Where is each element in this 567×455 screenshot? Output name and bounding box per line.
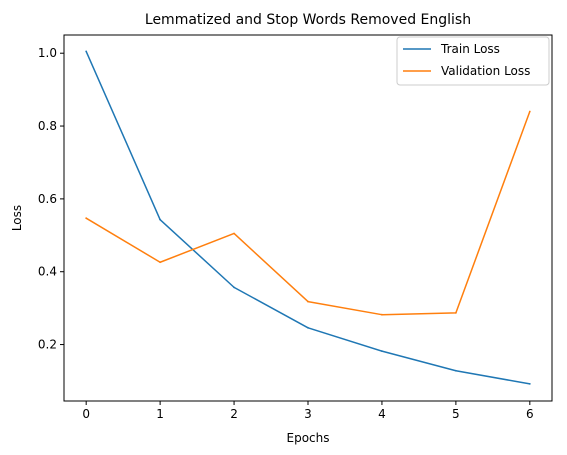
series-layer (85, 50, 531, 385)
train-loss-point (454, 369, 457, 372)
y-tick-label: 0.6 (38, 192, 57, 206)
train-loss-series (85, 50, 531, 385)
y-tick-label: 0.2 (38, 338, 57, 352)
train-loss-line (85, 51, 530, 385)
chart-title: Lemmatized and Stop Words Removed Englis… (145, 12, 471, 28)
x-axis-label: Epochs (287, 431, 330, 445)
train-loss-point (233, 286, 235, 289)
validation-loss-series (85, 110, 531, 316)
validation-loss-point (159, 261, 162, 264)
plot-area (63, 34, 553, 402)
train-loss-point (159, 218, 162, 221)
x-tick-label: 0 (82, 407, 90, 421)
train-loss-point (381, 350, 383, 353)
x-tick-label: 2 (230, 407, 238, 421)
validation-loss-point (307, 300, 309, 303)
validation-loss-point (528, 110, 531, 113)
legend-label-validation-loss: Validation Loss (441, 64, 530, 78)
y-tick-label: 1.0 (38, 46, 57, 60)
x-tick-label: 5 (452, 407, 460, 421)
validation-loss-point (85, 217, 88, 220)
legend-box (396, 36, 550, 86)
x-tick-label: 1 (156, 407, 164, 421)
validation-loss-point (381, 313, 383, 316)
legend-label-train-loss: Train Loss (440, 42, 500, 56)
validation-loss-point (454, 311, 457, 314)
x-tick-label: 6 (526, 407, 534, 421)
legend: Train Loss Validation Loss (396, 36, 550, 86)
y-axis-label: Loss (10, 205, 24, 231)
y-tick-label: 0.4 (38, 265, 57, 279)
y-tick-label: 0.8 (38, 119, 57, 133)
validation-loss-point (233, 232, 235, 235)
x-tick-label: 4 (378, 407, 386, 421)
train-loss-point (85, 50, 88, 53)
validation-loss-line (85, 111, 531, 316)
train-loss-point (528, 382, 531, 385)
train-loss-point (307, 326, 309, 329)
ticks: 0 1 2 3 4 5 6 0.2 0.4 0.6 0.8 1.0 (38, 46, 534, 421)
x-tick-label: 3 (304, 407, 312, 421)
